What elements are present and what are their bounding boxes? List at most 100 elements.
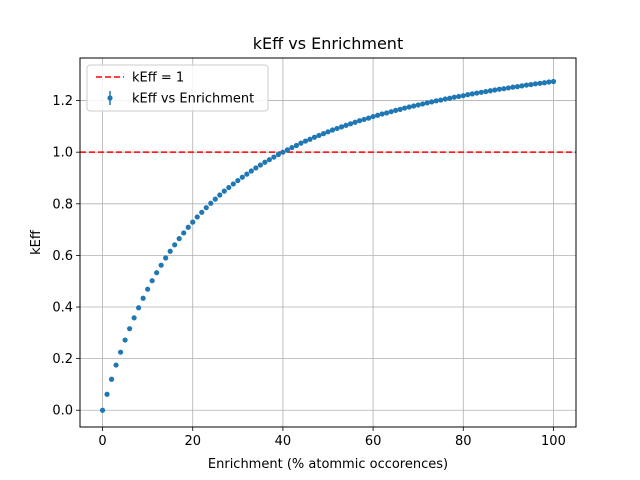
data-point (208, 200, 214, 206)
data-point (514, 84, 520, 90)
data-point (154, 270, 160, 276)
legend: kEff = 1 kEff vs Enrichment (86, 64, 269, 112)
data-point (420, 101, 426, 107)
data-point (375, 112, 381, 118)
x-axis-label: Enrichment (% atommic occorences) (208, 457, 448, 472)
data-point (365, 115, 372, 121)
data-point (474, 90, 480, 96)
x-tick-label: 0 (98, 434, 106, 449)
y-tick-label: 1.0 (52, 146, 73, 161)
data-point (239, 174, 245, 180)
data-point (424, 100, 430, 106)
data-point (113, 362, 119, 368)
data-point (172, 242, 178, 248)
data-point (550, 78, 557, 85)
data-point (302, 138, 309, 144)
data-point (325, 129, 331, 135)
data-point (140, 295, 146, 301)
data-point (465, 92, 471, 98)
data-point (501, 86, 507, 92)
data-point (194, 214, 200, 220)
data-point (528, 81, 534, 88)
y-tick-label: 0.0 (52, 404, 73, 419)
data-point (320, 131, 327, 137)
data-point (537, 80, 543, 86)
data-point (217, 192, 223, 198)
data-point (338, 124, 345, 130)
data-point (492, 87, 498, 93)
data-point (262, 159, 268, 165)
data-point (284, 147, 291, 153)
y-tick-label: 0.6 (52, 249, 73, 264)
data-point (523, 82, 530, 88)
chart-title: kEff vs Enrichment (253, 34, 403, 53)
data-point (221, 188, 227, 194)
data-point (266, 157, 272, 163)
data-point (190, 219, 196, 225)
data-point (230, 181, 236, 187)
data-point (519, 83, 525, 89)
y-tick-label: 0.4 (52, 301, 73, 316)
data-point (253, 165, 259, 171)
data-point (438, 97, 444, 103)
y-tick-label: 0.8 (52, 197, 73, 212)
x-tick-label: 40 (275, 434, 292, 449)
data-point (257, 162, 263, 168)
data-point (411, 103, 417, 109)
data-point (469, 91, 475, 97)
y-axis-label: kEff (29, 229, 44, 255)
data-point (433, 98, 439, 104)
plot-frame (79, 57, 577, 428)
data-point (370, 113, 376, 120)
data-point (226, 184, 232, 191)
data-point (145, 286, 151, 292)
data-point (429, 99, 435, 105)
data-point (356, 118, 363, 124)
data-point (456, 93, 462, 100)
data-point (271, 154, 277, 160)
data-point (311, 134, 318, 140)
legend-box (86, 64, 269, 112)
data-point (244, 171, 250, 177)
data-point (235, 177, 241, 184)
legend-entry-ref-line: kEff = 1 (132, 71, 184, 86)
data-point (293, 142, 300, 149)
x-axis-ticks: 0 20 40 60 80 100 (98, 427, 566, 449)
data-point (127, 326, 133, 332)
data-point (104, 391, 110, 397)
x-tick-label: 60 (365, 434, 382, 449)
legend-series-swatch (107, 91, 113, 105)
data-point (167, 248, 173, 254)
data-point (307, 136, 313, 142)
y-axis-ticks: 0.0 0.2 0.4 0.6 0.8 1.0 1.2 (52, 94, 80, 419)
grid (80, 58, 576, 427)
data-point (442, 96, 448, 102)
data-point (406, 104, 412, 110)
data-point (451, 94, 457, 100)
data-point (379, 111, 385, 117)
x-tick-label: 20 (184, 434, 201, 449)
data-point (402, 105, 408, 111)
data-point (99, 407, 106, 413)
data-point (280, 149, 286, 155)
data-point (149, 278, 155, 284)
data-point (384, 110, 390, 116)
series-points (99, 78, 557, 413)
data-point (334, 125, 340, 132)
data-point (415, 102, 421, 108)
data-point (510, 84, 516, 90)
legend-entry-series: kEff vs Enrichment (132, 92, 254, 107)
x-tick-label: 100 (541, 434, 566, 449)
data-point (361, 116, 367, 123)
data-point (532, 81, 539, 87)
data-point (388, 109, 394, 115)
data-point (447, 95, 453, 101)
x-tick-label: 80 (455, 434, 472, 449)
data-point (393, 107, 399, 113)
data-point (478, 89, 484, 95)
y-tick-label: 1.2 (52, 94, 73, 109)
data-point (343, 122, 349, 128)
data-point (117, 349, 124, 355)
data-point (136, 305, 142, 311)
